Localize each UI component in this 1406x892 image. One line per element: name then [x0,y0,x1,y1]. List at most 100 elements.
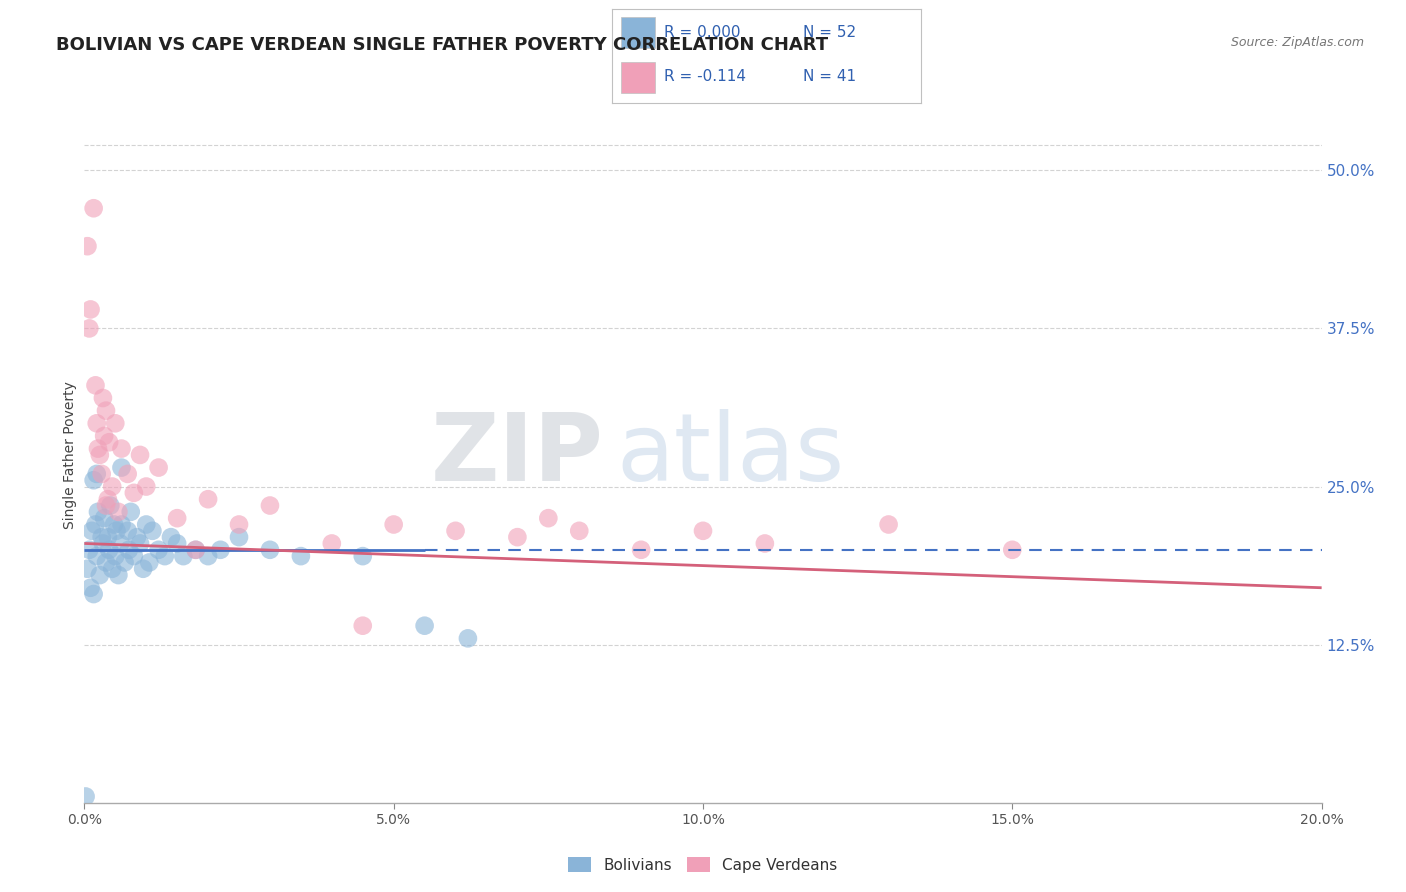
Point [75,789,97,804]
Point [321,536,343,550]
Point [132,562,155,576]
Point [79,321,101,335]
Point [184,542,207,557]
Point [754,536,776,550]
Point [197,549,219,563]
Point [138,556,160,570]
Point [107,568,129,582]
Point [79,542,101,557]
Point [228,530,250,544]
Point [84,517,107,532]
Point [80,524,103,538]
Point [83,587,105,601]
Point [568,524,591,538]
Point [87,505,110,519]
Point [86,467,108,481]
Point [87,442,110,456]
Text: N = 41: N = 41 [803,70,856,85]
Point [537,511,560,525]
Point [141,524,163,538]
Point [110,460,132,475]
Point [101,479,124,493]
Point [352,618,374,632]
Point [259,542,281,557]
Point [135,517,157,532]
Point [129,448,152,462]
FancyBboxPatch shape [621,62,655,94]
Point [118,542,141,557]
Point [103,517,125,532]
Point [148,460,170,475]
Point [117,467,139,481]
Point [98,542,121,557]
Point [97,492,120,507]
Point [506,530,529,544]
Point [93,511,115,525]
Point [84,378,107,392]
Point [172,549,194,563]
Text: N = 52: N = 52 [803,25,856,40]
Point [184,542,207,557]
Point [83,201,105,215]
Point [877,517,900,532]
Point [457,632,479,646]
Text: R = -0.114: R = -0.114 [664,70,747,85]
Point [197,492,219,507]
Point [114,556,136,570]
Point [125,530,148,544]
Text: ZIP: ZIP [432,409,605,501]
Point [79,581,101,595]
Point [79,302,101,317]
Text: atlas: atlas [616,409,845,501]
Point [94,556,117,570]
Point [93,429,115,443]
Point [91,536,114,550]
Point [382,517,405,532]
Point [110,517,132,532]
Point [290,549,312,563]
FancyBboxPatch shape [621,17,655,48]
Point [86,549,108,563]
Point [630,542,652,557]
Point [153,549,176,563]
Point [117,524,139,538]
Point [97,530,120,544]
Point [90,467,112,481]
Point [105,524,128,538]
Point [98,499,121,513]
Point [90,530,112,544]
Point [122,486,145,500]
Text: BOLIVIAN VS CAPE VERDEAN SINGLE FATHER POVERTY CORRELATION CHART: BOLIVIAN VS CAPE VERDEAN SINGLE FATHER P… [56,36,828,54]
Point [98,435,121,450]
Point [444,524,467,538]
Point [135,479,157,493]
Point [166,536,188,550]
Point [129,536,152,550]
Point [122,549,145,563]
Point [107,505,129,519]
Point [692,524,714,538]
Point [352,549,374,563]
Text: R = 0.000: R = 0.000 [664,25,741,40]
Point [94,403,117,417]
Point [76,562,98,576]
Point [160,530,183,544]
Point [83,473,105,487]
Text: Source: ZipAtlas.com: Source: ZipAtlas.com [1230,36,1364,49]
Point [120,505,142,519]
Point [89,448,111,462]
Point [110,442,132,456]
Point [1001,542,1024,557]
Y-axis label: Single Father Poverty: Single Father Poverty [63,381,77,529]
Point [76,239,98,253]
Point [104,417,127,431]
Legend: Bolivians, Cape Verdeans: Bolivians, Cape Verdeans [562,850,844,879]
Point [110,536,132,550]
Point [259,499,281,513]
Point [89,568,111,582]
Point [148,542,170,557]
Point [94,499,117,513]
Point [91,391,114,405]
Point [166,511,188,525]
Point [413,618,436,632]
